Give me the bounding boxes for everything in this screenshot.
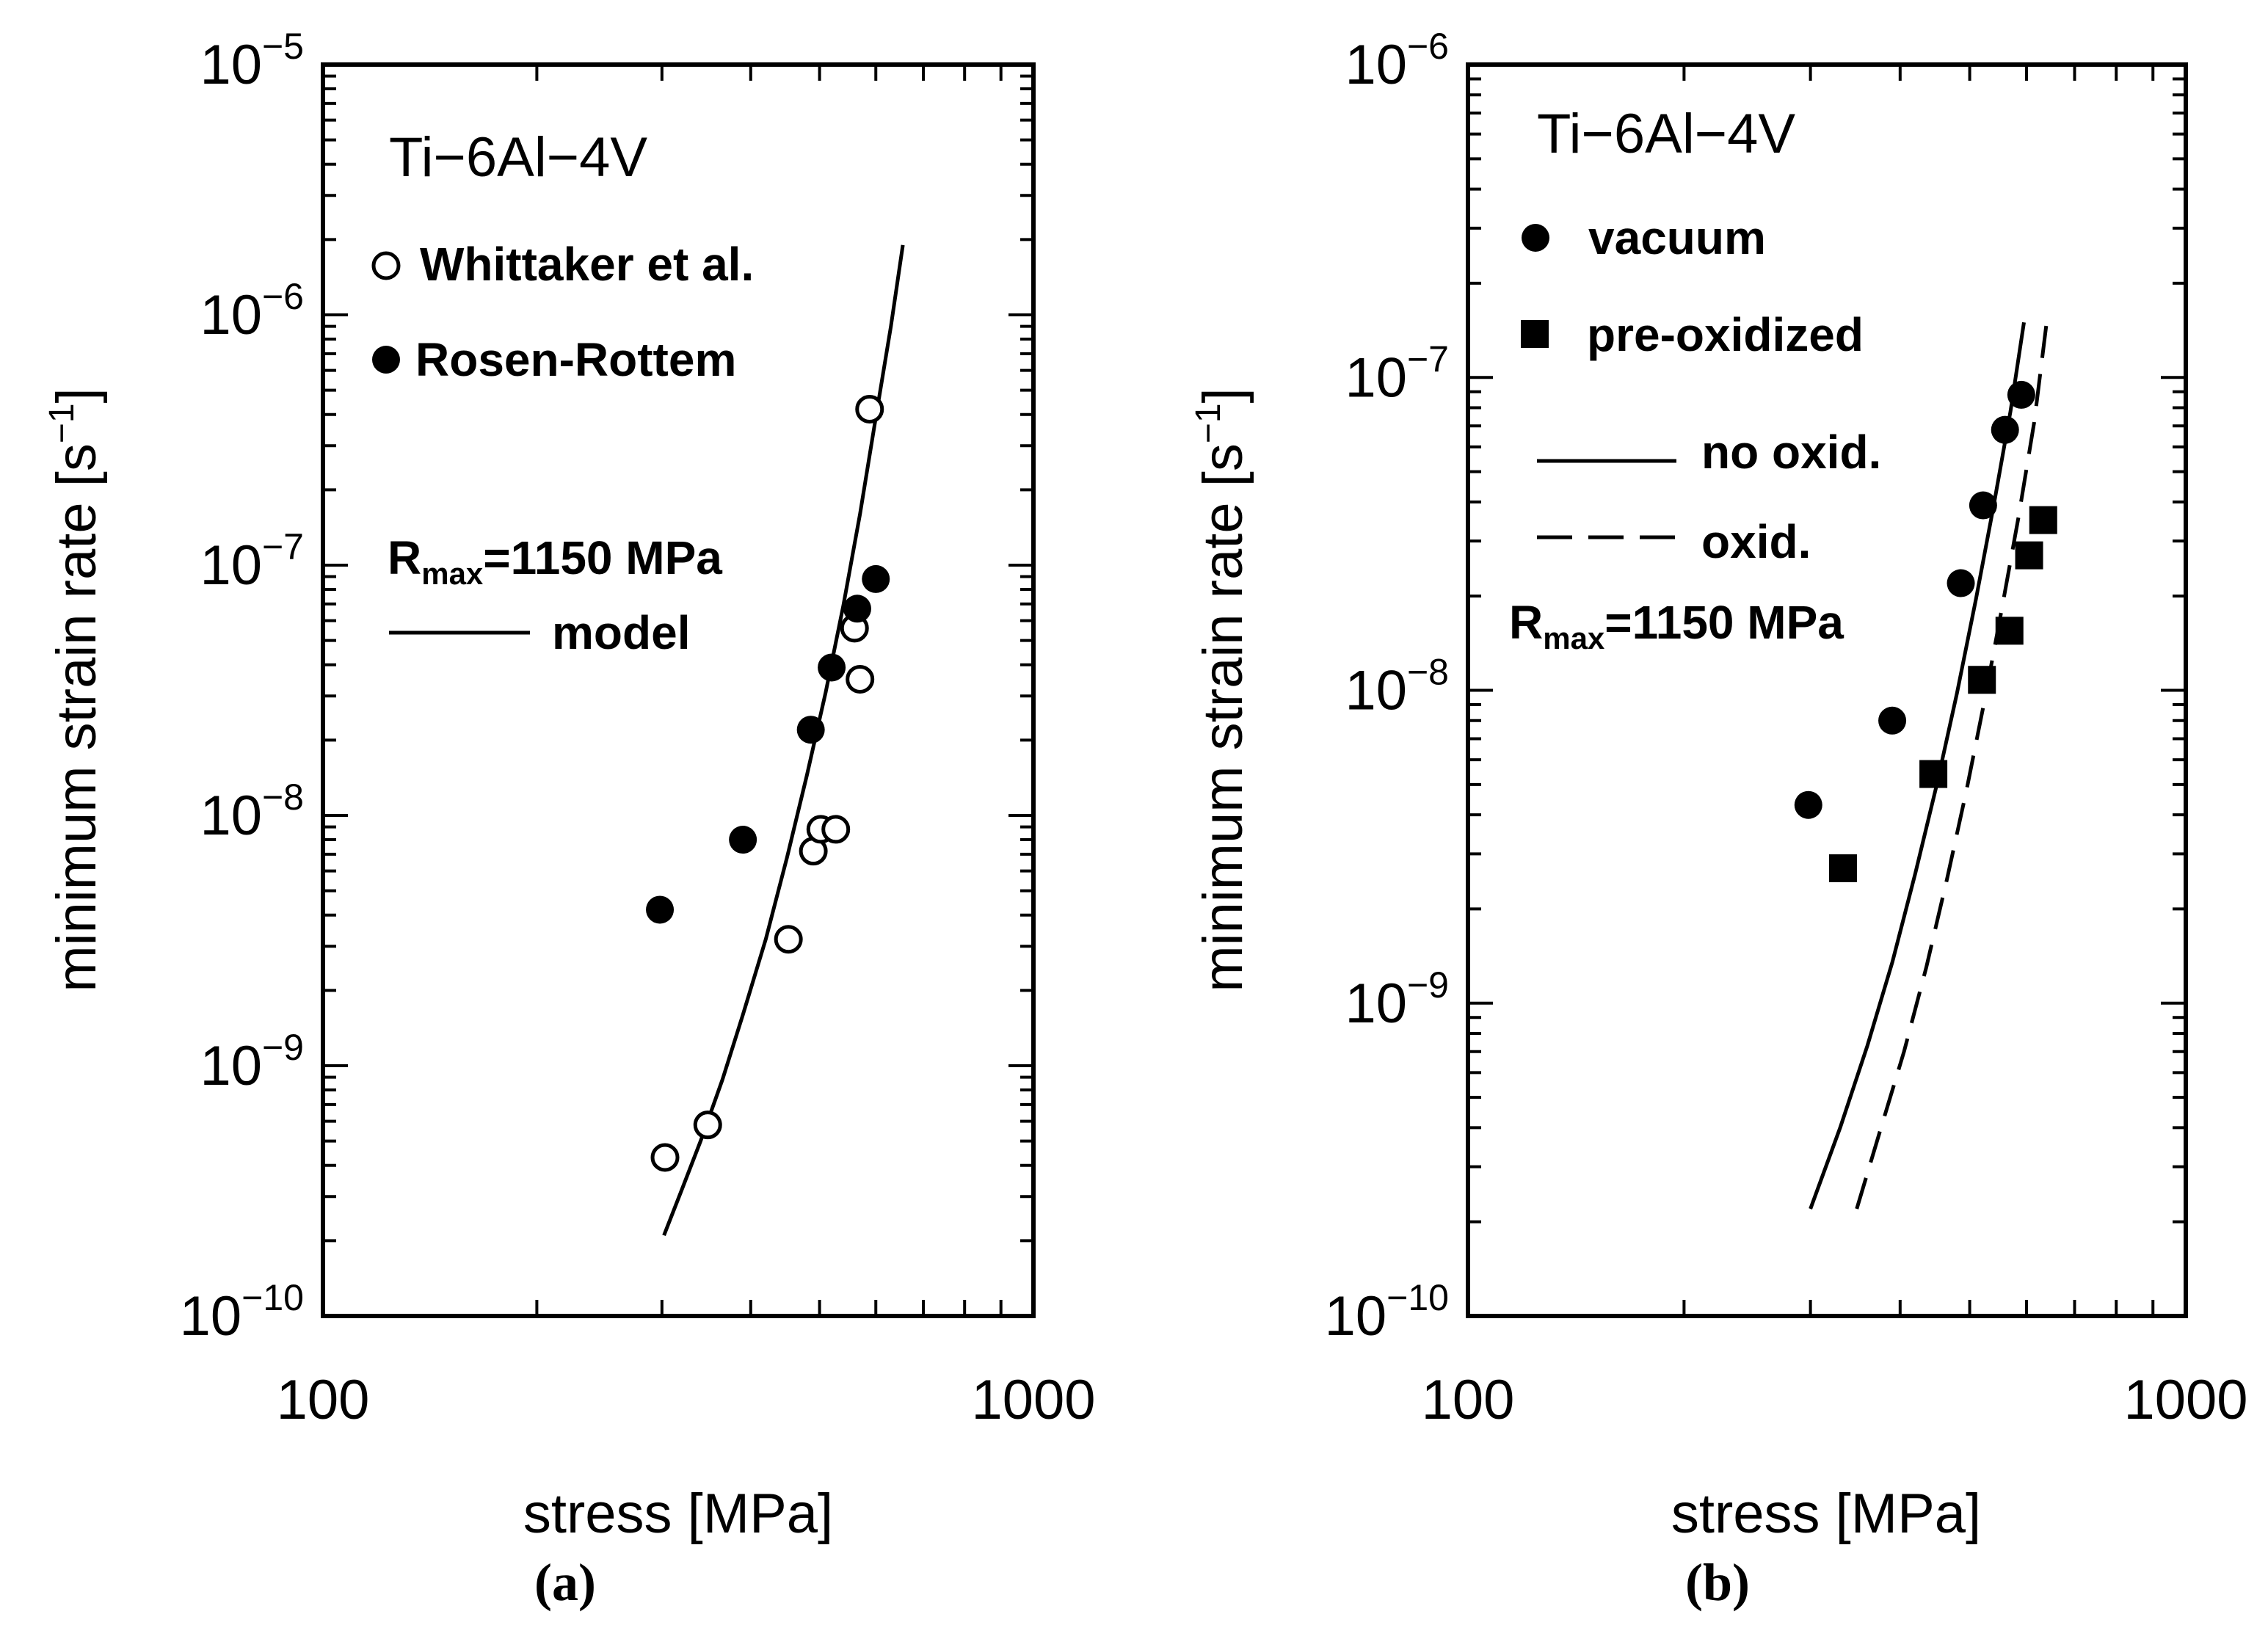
- y-axis-title-exponent: −1: [43, 403, 81, 443]
- y-axis-title-exponent: −1: [1189, 403, 1228, 443]
- y-tick-label: 10−9: [1345, 964, 1449, 1035]
- rmax-annotation: Rmax=1150 MPa: [388, 531, 722, 591]
- x-tick-label: 1000: [2123, 1369, 2247, 1431]
- y-axis-title-main: minimum strain rate [s: [46, 443, 108, 992]
- curve-oxid: [1855, 321, 2049, 1210]
- data-point-whittaker-et-al: [821, 815, 851, 844]
- data-point-pre-oxidized: [2015, 541, 2043, 570]
- y-tick-label: 10−7: [1345, 338, 1449, 409]
- data-point-vacuum: [1794, 790, 1822, 819]
- data-points: [646, 394, 890, 1172]
- y-axis-title-close: ]: [46, 388, 108, 403]
- data-point-vacuum: [1878, 706, 1907, 735]
- y-tick-label: 10−8: [200, 777, 304, 847]
- rmax-prefix: R: [388, 531, 421, 584]
- data-point-vacuum: [1947, 569, 1975, 597]
- curve-model: [662, 244, 905, 1237]
- data-point-rosen-rottem: [843, 595, 871, 623]
- inset-title: Ti−6Al−4V: [1537, 103, 1795, 165]
- y-tick-label: 10−9: [200, 1027, 304, 1097]
- legend-label-pre-oxidized: pre-oxidized: [1587, 308, 1864, 361]
- data-point-pre-oxidized: [1828, 854, 1857, 882]
- legend-label-model: model: [552, 606, 690, 659]
- data-point-whittaker-et-al: [846, 664, 875, 694]
- data-point-rosen-rottem: [646, 895, 675, 924]
- rmax-suffix: =1150 MPa: [483, 531, 722, 584]
- y-tick-labels: 10−10 10−9 10−8 10−7 10−6: [1325, 26, 1449, 1348]
- x-tick-label: 100: [277, 1369, 370, 1431]
- panel-label-a: (a): [534, 1553, 596, 1612]
- x-tick-labels: 100 1000: [1422, 1369, 2248, 1431]
- data-point-rosen-rottem: [729, 826, 757, 854]
- data-point-whittaker-et-al: [650, 1143, 680, 1172]
- legend-label-no-oxid: no oxid.: [1701, 426, 1881, 479]
- y-axis-title: minimum strain rate [s−1]: [43, 388, 108, 992]
- legend-label-vacuum: vacuum: [1588, 211, 1766, 264]
- legend-marker-pre-oxidized: [1521, 320, 1549, 348]
- legend-label-rosen-rottem: Rosen-Rottem: [415, 333, 736, 386]
- legend: vacuum pre-oxidized no oxid. oxid.: [1521, 211, 1881, 568]
- data-point-vacuum: [1991, 415, 2019, 444]
- y-axis-title-main: minimum strain rate [s: [1192, 443, 1254, 992]
- legend-label-oxid: oxid.: [1701, 515, 1811, 568]
- data-point-whittaker-et-al: [693, 1110, 722, 1140]
- panel-label-b: (b): [1685, 1553, 1750, 1612]
- rmax-subscript: max: [1543, 621, 1605, 655]
- data-point-whittaker-et-al: [855, 394, 884, 423]
- data-point-pre-oxidized: [1968, 666, 1996, 694]
- rmax-prefix: R: [1509, 596, 1543, 649]
- legend-marker-vacuum: [1522, 224, 1549, 252]
- y-tick-label: 10−7: [200, 526, 304, 597]
- y-axis-title-close: ]: [1192, 388, 1254, 403]
- y-tick-label: 10−6: [200, 276, 304, 346]
- rmax-annotation: Rmax=1150 MPa: [1509, 596, 1844, 655]
- y-tick-label: 10−10: [180, 1277, 304, 1348]
- legend-marker-whittaker: [371, 251, 401, 280]
- model-curves: [662, 244, 905, 1237]
- legend: Whittaker et al. Rosen-Rottem model: [371, 238, 754, 659]
- chart-panel-a: 10−10 10−9 10−8 10−7 10−6 10−5 100 1000 Ti−6Al…: [43, 26, 1096, 1612]
- y-tick-labels: 10−10 10−9 10−8 10−7 10−6 10−5: [180, 26, 304, 1348]
- y-axis-title: minimum strain rate [s−1]: [1189, 388, 1254, 992]
- y-tick-label: 10−6: [1345, 26, 1449, 96]
- x-axis-title: stress [MPa]: [1671, 1483, 1981, 1545]
- plot-frame: [321, 62, 1036, 1318]
- rmax-suffix: =1150 MPa: [1604, 596, 1844, 649]
- y-tick-label: 10−10: [1325, 1277, 1449, 1348]
- data-point-vacuum: [2007, 380, 2035, 409]
- y-tick-label: 10−8: [1345, 652, 1449, 722]
- data-point-rosen-rottem: [862, 564, 890, 593]
- x-tick-label: 100: [1422, 1369, 1515, 1431]
- legend-label-whittaker: Whittaker et al.: [420, 238, 754, 291]
- data-point-pre-oxidized: [2029, 506, 2057, 534]
- axis-ticks: [1468, 65, 2186, 1316]
- axis-ticks: [323, 65, 1033, 1316]
- data-point-pre-oxidized: [1995, 617, 2024, 645]
- data-point-vacuum: [1969, 491, 1997, 520]
- plot-frame: [1466, 62, 2188, 1318]
- data-point-pre-oxidized: [1919, 760, 1948, 788]
- x-tick-labels: 100 1000: [277, 1369, 1096, 1431]
- x-tick-label: 1000: [971, 1369, 1095, 1431]
- x-axis-title: stress [MPa]: [523, 1483, 833, 1545]
- y-tick-label: 10−5: [200, 26, 304, 96]
- legend-marker-rosen-rottem: [372, 346, 400, 374]
- data-points: [1794, 380, 2057, 882]
- inset-title: Ti−6Al−4V: [389, 126, 647, 189]
- data-point-rosen-rottem: [796, 716, 825, 744]
- data-point-whittaker-et-al: [774, 925, 803, 954]
- data-point-rosen-rottem: [818, 653, 846, 682]
- rmax-subscript: max: [421, 556, 484, 591]
